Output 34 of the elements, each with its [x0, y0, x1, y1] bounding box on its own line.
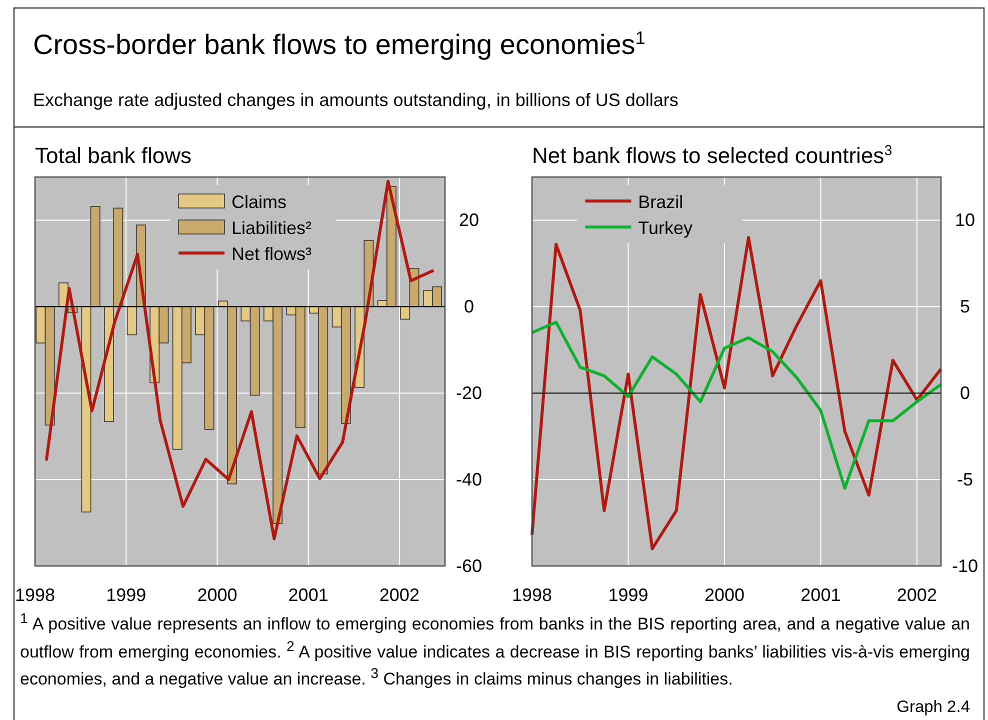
y-tick-label: 0: [464, 296, 474, 317]
legend-label: Claims: [232, 192, 287, 212]
x-tick-label: 1998: [512, 585, 552, 605]
y-tick-label: -20: [456, 383, 482, 404]
x-tick-label: 2000: [197, 585, 238, 605]
x-tick-label: 2002: [896, 585, 937, 605]
text: $^{1}$ A positive value represents an inflow to emerging economies from banks in the BIS reporting area, and a negative value an outflow from emerging economies. $^{2}$ A positive value indicates a decrease in BIS reporting banks’ liabilities vis-à-vis emerging economies, and a negative value an increase. $^{3}$ Changes in claims minus changes in liabilities.: [20, 610, 970, 691]
chart-subtitle: Exchange rate adjusted changes in amounts outstanding, in billions of US dollars: [33, 90, 678, 110]
chart-title: Total bank flows: [35, 143, 192, 168]
text: Cross-border bank flows to emerging economies$^{1}$: [33, 28, 646, 60]
line-series: [530, 236, 942, 550]
legend-label: Liabilities²: [232, 218, 312, 238]
legend-label: Turkey: [638, 218, 693, 238]
y-tick-label: 5: [960, 296, 970, 317]
x-tick-label: 2000: [704, 585, 744, 605]
legend-label: Brazil: [638, 192, 684, 212]
x-tick-label: 2002: [379, 585, 420, 605]
line-series: [530, 320, 942, 490]
chart-title: Net bank flows to selected countries$^{3}$: [532, 143, 892, 168]
x-tick-label: 1998: [14, 585, 56, 605]
y-tick-label: -60: [456, 556, 482, 576]
line-series: [44, 180, 436, 540]
caption: Graph 2.4: [896, 698, 970, 716]
x-tick-label: 1999: [608, 585, 648, 605]
y-tick-label: 20: [458, 210, 480, 230]
x-tick-label: 2001: [288, 585, 328, 605]
y-tick-label: 10: [954, 210, 976, 230]
y-tick-label: -5: [956, 470, 974, 490]
x-tick-label: 2001: [800, 585, 841, 605]
y-tick-label: 0: [960, 383, 970, 404]
y-tick-label: -40: [456, 470, 482, 490]
x-tick-label: 1999: [106, 585, 146, 605]
legend-label: Net flows³: [232, 244, 312, 264]
y-tick-label: -10: [952, 556, 978, 576]
